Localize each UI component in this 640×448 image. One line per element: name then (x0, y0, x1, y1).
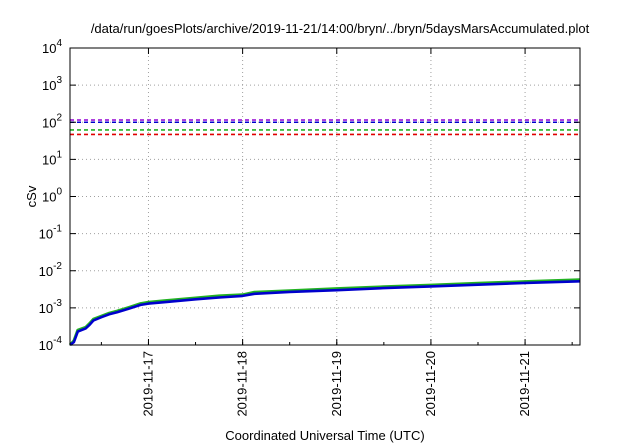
y-tick-exponent: -3 (53, 298, 62, 309)
y-tick-label: 10-2 (39, 261, 63, 279)
y-tick-base: 10 (42, 41, 56, 56)
x-tick-label: 2019-11-20 (423, 351, 438, 417)
axes (69, 47, 581, 346)
y-tick-label: 100 (42, 187, 62, 205)
y-tick-base: 10 (39, 264, 53, 279)
x-tick-label: 2019-11-21 (517, 351, 532, 417)
y-tick-exponent: -4 (53, 335, 62, 346)
y-tick-label: 102 (42, 112, 62, 130)
y-axis-label: cSv (24, 185, 39, 207)
series-line (69, 280, 581, 347)
y-tick-base: 10 (39, 338, 53, 353)
y-tick-base: 10 (39, 227, 53, 242)
x-axis-label: Coordinated Universal Time (UTC) (225, 428, 424, 443)
y-tick-label: 10-3 (39, 298, 63, 316)
y-tick-base: 10 (42, 115, 56, 130)
y-tick-exponent: 2 (56, 112, 62, 123)
y-tick-base: 10 (42, 78, 56, 93)
y-tick-label: 10-1 (39, 224, 63, 242)
y-tick-base: 10 (42, 152, 56, 167)
x-tick-labels: 2019-11-17 2019-11-18 2019-11-19 2019-11-20… (140, 351, 532, 417)
y-tick-label: 10-4 (39, 335, 63, 353)
y-tick-exponent: 1 (56, 149, 62, 160)
y-tick-exponent: 4 (56, 38, 62, 49)
y-tick-exponent: -1 (53, 224, 62, 235)
plot-frame (69, 47, 581, 346)
chart-title: /data/run/goesPlots/archive/2019-11-21/1… (91, 21, 590, 36)
y-tick-base: 10 (39, 301, 53, 316)
y-tick-label: 104 (42, 38, 62, 56)
y-tick-label: 101 (42, 149, 62, 167)
grid (70, 48, 580, 345)
series-lines (68, 278, 581, 347)
x-tick-label: 2019-11-17 (140, 351, 155, 417)
y-tick-base: 10 (42, 190, 56, 205)
y-tick-label: 103 (42, 75, 62, 93)
y-tick-exponent: 3 (56, 75, 62, 86)
y-tick-exponent: 0 (56, 187, 62, 198)
y-tick-exponent: -2 (53, 261, 62, 272)
x-tick-label: 2019-11-19 (329, 351, 344, 417)
x-tick-label: 2019-11-18 (235, 351, 250, 417)
threshold-lines (70, 119, 580, 136)
